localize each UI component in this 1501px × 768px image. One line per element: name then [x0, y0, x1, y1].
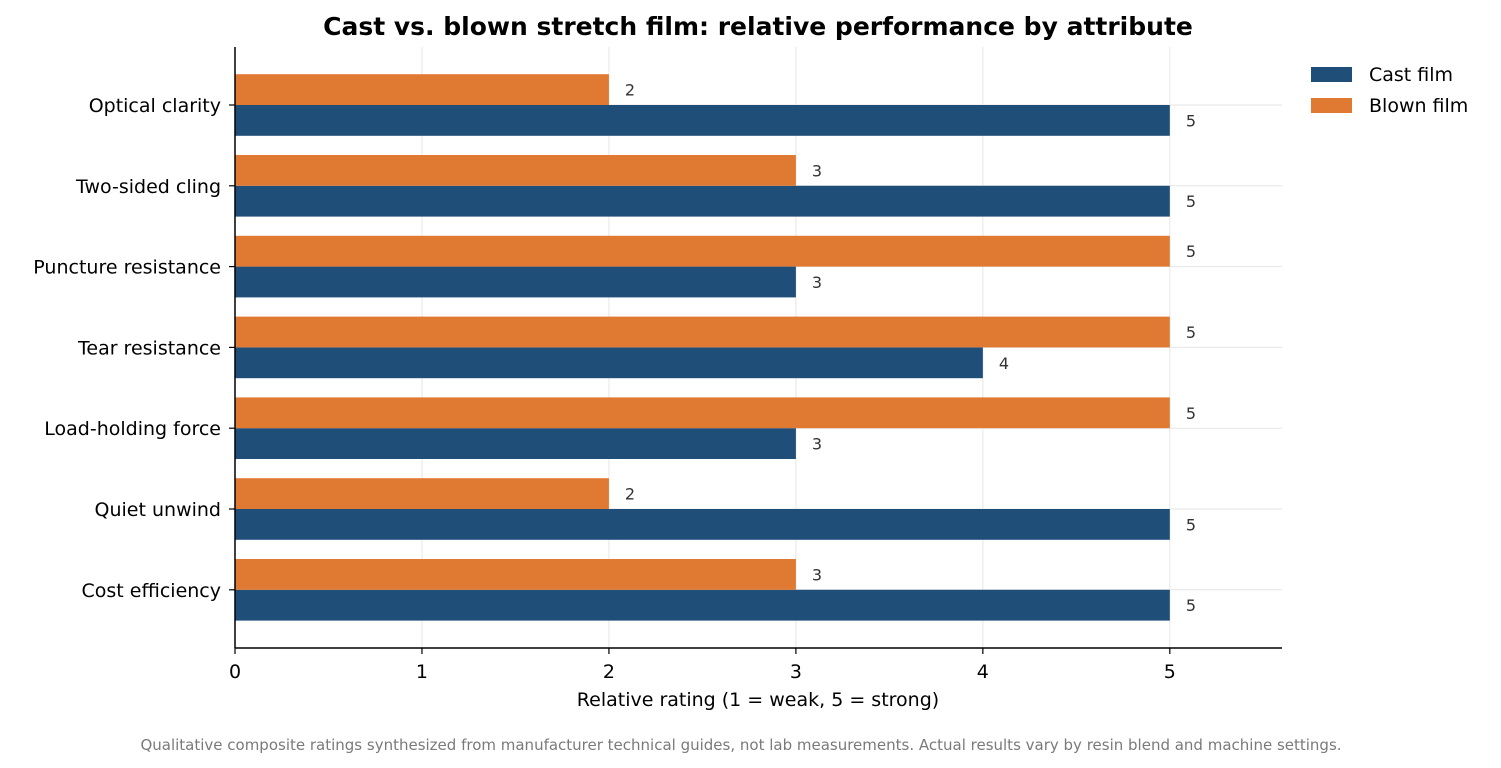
bar-blown-film — [235, 155, 796, 186]
category-label: Quiet unwind — [95, 499, 221, 521]
legend: Cast film Blown film — [1311, 64, 1468, 117]
category-labels: Optical clarity Two-sided cling Puncture r… — [33, 95, 235, 602]
bar-cast-film — [235, 266, 796, 298]
category-label: Two-sided cling — [75, 176, 221, 198]
value-label: 2 — [625, 485, 635, 504]
x-tick-label: 3 — [790, 661, 802, 683]
bar-cast-film — [235, 347, 983, 379]
category-label: Optical clarity — [89, 95, 221, 117]
bar-blown-film — [235, 559, 796, 590]
x-ticks: 0 1 2 3 4 5 — [229, 648, 1176, 683]
x-tick-label: 4 — [977, 661, 989, 683]
value-label: 4 — [999, 354, 1009, 373]
bar-blown-film — [235, 397, 1170, 429]
legend-swatch — [1311, 67, 1352, 82]
bar-blown-film — [235, 74, 609, 105]
value-label: 3 — [812, 565, 822, 584]
category-label: Tear resistance — [77, 337, 221, 359]
bar-cast-film — [235, 509, 1170, 540]
value-label: 5 — [1186, 515, 1196, 534]
category-label: Puncture resistance — [33, 257, 221, 279]
value-label: 5 — [1186, 323, 1196, 342]
value-labels: 5 2 5 3 3 5 4 5 3 5 5 2 5 3 — [625, 81, 1196, 616]
value-label: 3 — [812, 273, 822, 292]
bar-cast-film — [235, 589, 1170, 621]
x-tick-label: 5 — [1164, 661, 1176, 683]
bar-cast-film — [235, 105, 1170, 136]
bar-cast-film — [235, 185, 1170, 217]
x-tick-label: 1 — [416, 661, 428, 683]
value-label: 5 — [1186, 242, 1196, 261]
bar-cast-film — [235, 428, 796, 459]
x-tick-label: 2 — [603, 661, 615, 683]
legend-label: Blown film — [1369, 95, 1468, 117]
x-axis-label: Relative rating (1 = weak, 5 = strong) — [577, 689, 939, 711]
category-label: Cost efficiency — [82, 580, 222, 602]
legend-swatch — [1311, 98, 1352, 113]
bar-blown-film — [235, 316, 1170, 348]
footnote: Qualitative composite ratings synthesize… — [140, 736, 1341, 754]
bar-blown-film — [235, 235, 1170, 267]
category-label: Load-holding force — [44, 418, 221, 440]
x-tick-label: 0 — [229, 661, 241, 683]
value-label: 5 — [1186, 192, 1196, 211]
value-label: 3 — [812, 435, 822, 454]
chart-title: Cast vs. blown stretch film: relative pe… — [323, 12, 1193, 41]
value-label: 2 — [625, 81, 635, 100]
bars — [235, 74, 1170, 621]
bar-blown-film — [235, 478, 609, 509]
value-label: 5 — [1186, 596, 1196, 615]
value-label: 5 — [1186, 404, 1196, 423]
value-label: 5 — [1186, 111, 1196, 130]
value-label: 3 — [812, 161, 822, 180]
legend-label: Cast film — [1369, 64, 1453, 86]
